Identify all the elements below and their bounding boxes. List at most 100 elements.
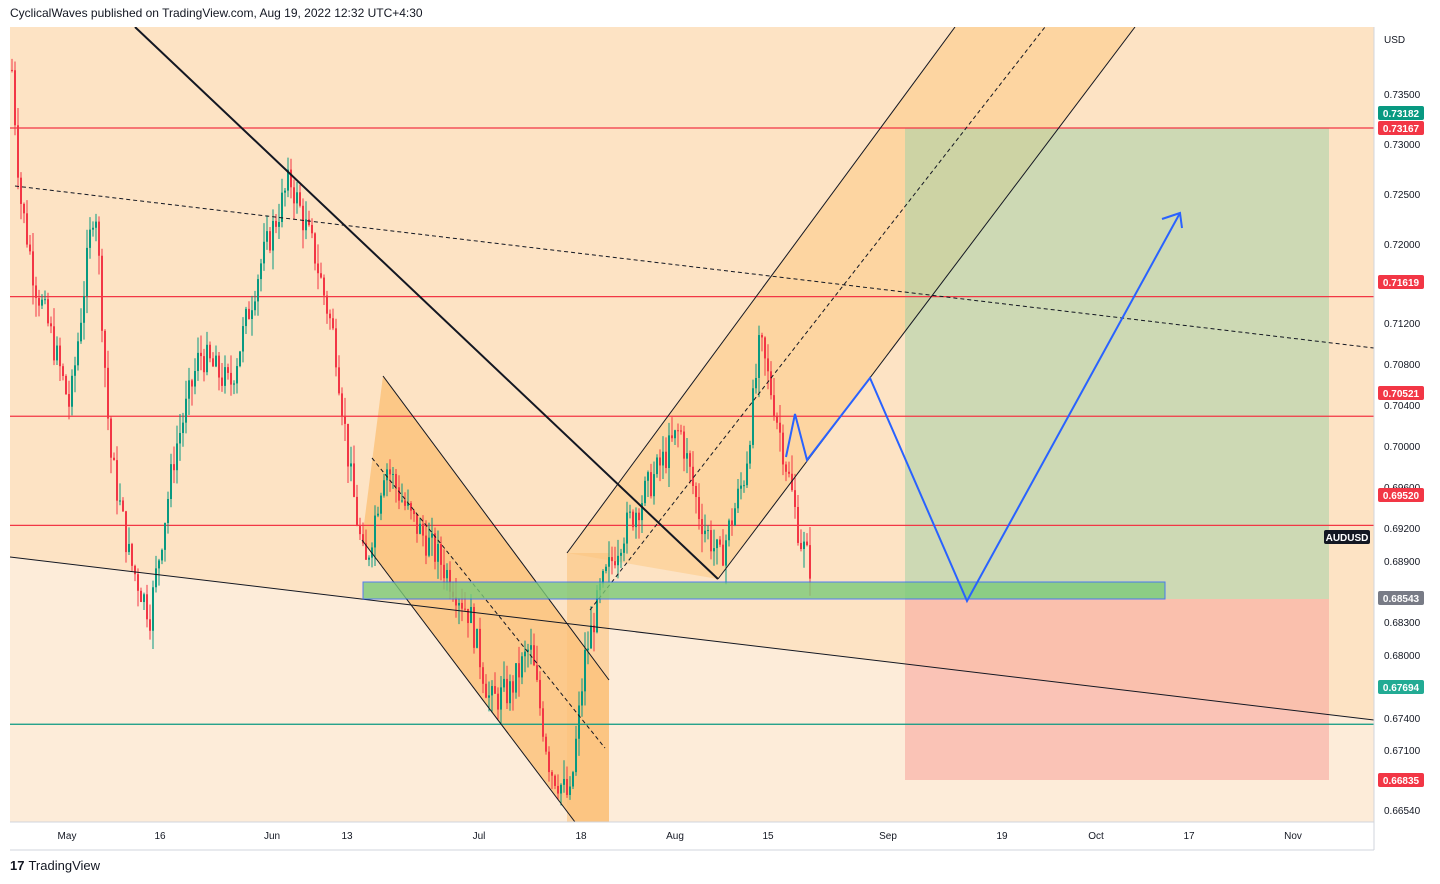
candle-body: [23, 203, 25, 214]
candle-body: [638, 512, 640, 521]
price-tick-label: 0.70800: [1384, 360, 1421, 371]
candle-body: [188, 380, 190, 399]
candle-body: [341, 393, 343, 417]
target-zone[interactable]: [905, 128, 1329, 599]
candle-body: [734, 508, 736, 526]
candle-body: [74, 365, 76, 376]
candle-body: [263, 241, 265, 264]
candle-body: [365, 543, 367, 560]
candle-body: [275, 220, 277, 227]
price-tick-label: 0.68900: [1384, 557, 1421, 568]
candle-body: [182, 422, 184, 434]
candle-body: [764, 337, 766, 359]
candle-body: [455, 597, 457, 606]
tradingview-brand: TradingView: [28, 858, 101, 873]
price-axis[interactable]: 0.73500 0.73000 0.72500 0.72000 0.71200 0.708…: [1384, 90, 1421, 817]
candle-body: [779, 422, 781, 433]
candle-body: [614, 561, 616, 566]
price-tag: 0.69520: [1383, 491, 1420, 502]
candle-body: [326, 295, 328, 314]
candle-body: [521, 656, 523, 678]
price-tag: 0.70521: [1383, 389, 1420, 400]
price-tags: 0.73182 0.73167 0.71619 0.70521 0.69520 AUDUS…: [1324, 106, 1424, 787]
candle-body: [692, 466, 694, 486]
candle-body: [377, 513, 379, 516]
candle-body: [791, 473, 793, 491]
candle-body: [194, 371, 196, 387]
candle-body: [59, 345, 61, 367]
candle-body: [368, 557, 370, 560]
candle-body: [164, 523, 166, 550]
candle-body: [413, 510, 415, 515]
candle-body: [56, 345, 58, 361]
candle-body: [299, 192, 301, 206]
candle-body: [578, 705, 580, 739]
time-tick-label: 16: [154, 831, 166, 842]
candle-body: [161, 549, 163, 561]
candle-body: [119, 500, 121, 502]
candle-body: [623, 543, 625, 553]
candle-body: [548, 751, 550, 773]
candle-body: [293, 187, 295, 204]
price-tick-label: 0.73500: [1384, 90, 1421, 101]
candle-body: [776, 416, 778, 423]
candle-body: [215, 355, 217, 367]
candle-body: [308, 219, 310, 225]
candle-body: [803, 541, 805, 550]
candle-body: [146, 594, 148, 620]
desc-channel-upper[interactable]: [382, 375, 610, 681]
candle-body: [116, 460, 118, 501]
candle-body: [305, 219, 307, 231]
candle-body: [710, 530, 712, 552]
candle-body: [92, 227, 94, 230]
price-tick-label: 0.67400: [1384, 714, 1421, 725]
tradingview-footer[interactable]: 17 TradingView: [10, 858, 100, 873]
candle-body: [206, 344, 208, 373]
candle-body: [617, 555, 619, 566]
candle-body: [458, 602, 460, 606]
candle-body: [233, 383, 235, 385]
desc-channel-midline[interactable]: [371, 457, 606, 749]
channel-upper-line[interactable]: [566, 27, 956, 554]
candle-body: [767, 358, 769, 372]
candle-body: [683, 431, 685, 459]
candle-body: [575, 738, 577, 773]
channel-lower-line[interactable]: [717, 27, 1136, 580]
candle-body: [704, 530, 706, 535]
projection-path[interactable]: [785, 212, 1181, 604]
candle-body: [83, 296, 85, 323]
candle-body: [440, 544, 442, 565]
candle-body: [584, 650, 586, 692]
candle-body: [152, 587, 154, 631]
symbol-tag: AUDUSD: [1326, 533, 1369, 544]
candle-body: [653, 474, 655, 497]
price-tag-box: [1378, 488, 1424, 502]
candle-body: [677, 430, 679, 432]
candle-body: [446, 569, 448, 579]
candle-body: [62, 366, 64, 376]
price-tag: 0.73167: [1383, 124, 1420, 135]
candle-body: [236, 366, 238, 384]
lower-trendline[interactable]: [10, 556, 1374, 721]
candle-body: [200, 352, 202, 357]
candle-body: [470, 606, 472, 624]
time-tick-label: Oct: [1088, 831, 1104, 842]
candle-body: [542, 708, 544, 737]
candle-body: [761, 335, 763, 338]
candle-body: [629, 511, 631, 513]
demand-zone[interactable]: [362, 581, 1166, 600]
price-tick-label: 0.72500: [1384, 190, 1421, 201]
candle-body: [296, 192, 298, 204]
candle-body: [728, 520, 730, 541]
channel-midline[interactable]: [589, 27, 1046, 611]
candle-body: [731, 520, 733, 526]
candle-body: [785, 464, 787, 472]
candle-body: [545, 736, 547, 752]
author-name[interactable]: CyclicalWaves: [10, 6, 88, 20]
candle-body: [20, 177, 22, 204]
candle-body: [605, 566, 607, 572]
time-axis[interactable]: May 16 Jun 13 Jul 18 Aug 15 Sep 19 Oct 17 Nov: [58, 831, 1302, 842]
candle-body: [281, 192, 283, 222]
major-downtrend-line[interactable]: [134, 27, 719, 580]
